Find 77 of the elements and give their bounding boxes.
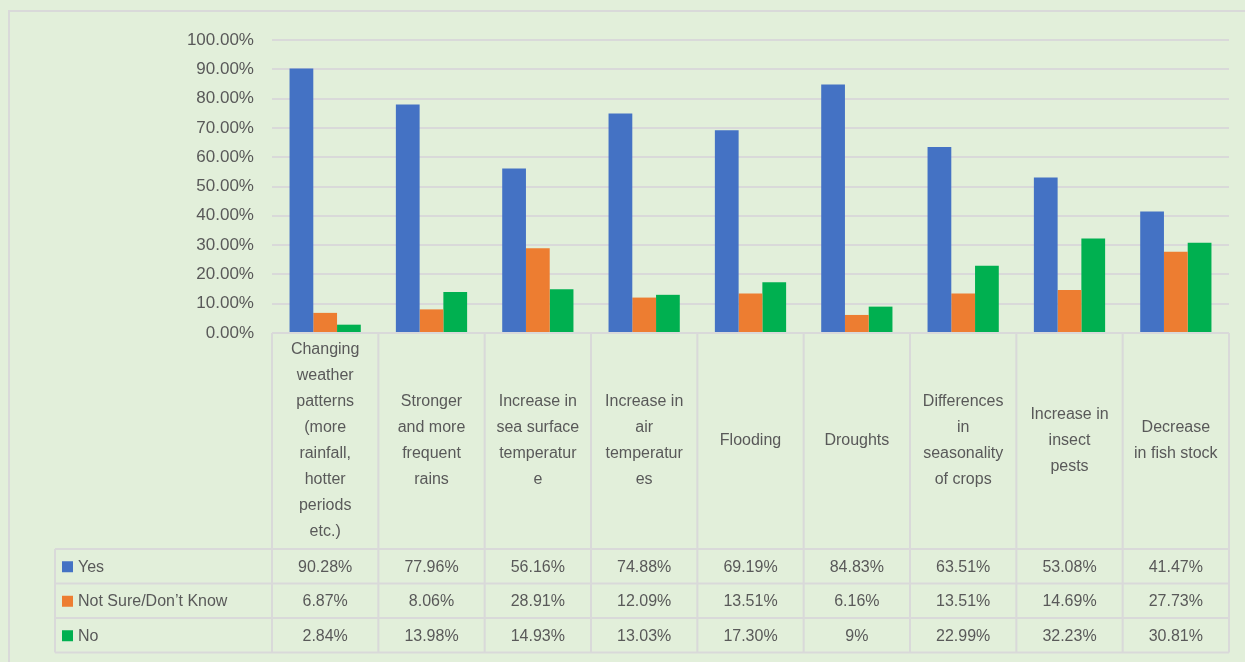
- x-tick-label: Droughts: [824, 431, 890, 449]
- bar: [1057, 289, 1082, 332]
- bar: [313, 312, 338, 332]
- y-tick-label: 70.00%: [196, 117, 254, 137]
- y-tick-label: 40.00%: [196, 205, 254, 225]
- y-tick-label: 10.00%: [196, 293, 254, 313]
- x-tick-label: Increase in air temperatures: [605, 392, 684, 488]
- bar: [951, 293, 976, 332]
- bar: [975, 265, 999, 332]
- data-label: 13.03%: [617, 626, 672, 644]
- data-label: 41.47%: [1148, 557, 1203, 575]
- data-label: 13.98%: [404, 626, 459, 644]
- bar: [656, 294, 680, 332]
- bar: [289, 68, 314, 332]
- bar: [738, 293, 763, 332]
- data-label: 32.23%: [1042, 626, 1097, 644]
- x-tick-label: Flooding: [719, 431, 782, 449]
- bar: [608, 113, 633, 332]
- bar: [762, 282, 787, 332]
- y-tick-label: 60.00%: [196, 146, 254, 166]
- data-label: 77.96%: [404, 557, 459, 575]
- x-tick-label: Increase in insect pests: [1030, 405, 1109, 475]
- data-label: 84.83%: [829, 557, 884, 575]
- data-label: 30.81%: [1148, 626, 1203, 644]
- bar: [395, 104, 420, 332]
- y-tick-label: 20.00%: [196, 264, 254, 284]
- data-label: 2.84%: [302, 626, 348, 644]
- data-label: 53.08%: [1042, 557, 1097, 575]
- bar: [525, 248, 550, 332]
- data-label: 74.88%: [617, 557, 672, 575]
- data-label: 28.91%: [510, 592, 565, 610]
- bar: [443, 292, 468, 332]
- data-label: 56.16%: [510, 557, 565, 575]
- bar: [419, 309, 444, 332]
- data-label: 8.06%: [408, 592, 455, 610]
- x-tick-label: Differences in seasonality of crops: [922, 392, 1004, 488]
- bar: [337, 324, 361, 332]
- bar: [1187, 242, 1212, 332]
- x-tick-label: Changing weather patterns (more rainfall, hotter periods etc.): [290, 340, 360, 540]
- bar: [549, 289, 574, 332]
- bar: [868, 306, 893, 332]
- y-tick-label: 100.00%: [186, 29, 254, 49]
- bar: [821, 84, 845, 332]
- data-label: 13.51%: [723, 592, 778, 610]
- y-tick-label: 50.00%: [196, 176, 254, 196]
- y-tick-label: 0.00%: [205, 322, 254, 342]
- data-label: 12.09%: [617, 592, 672, 610]
- data-label: 63.51%: [936, 557, 991, 575]
- data-label: 13.51%: [936, 592, 991, 610]
- data-label: 9%: [845, 626, 869, 644]
- data-label: 14.93%: [510, 626, 565, 644]
- data-label: 17.30%: [723, 626, 778, 644]
- data-label: 6.87%: [302, 592, 348, 610]
- bar: [844, 314, 869, 332]
- data-label: 6.16%: [834, 592, 880, 610]
- y-tick-label: 80.00%: [196, 88, 254, 108]
- y-tick-label: 90.00%: [196, 58, 254, 78]
- bar: [1033, 177, 1058, 332]
- x-tick-label: Decrease in fish stock: [1134, 418, 1219, 462]
- bar: [714, 130, 739, 332]
- data-label: 22.99%: [936, 626, 991, 644]
- x-tick-label: Stronger and more frequent rains: [397, 392, 466, 488]
- bar: [502, 168, 526, 332]
- data-label: 27.73%: [1148, 592, 1203, 610]
- data-label: 14.69%: [1042, 592, 1097, 610]
- legend-label: Yes: [78, 557, 105, 575]
- y-tick-label: 30.00%: [196, 234, 254, 254]
- bar: [1140, 211, 1164, 332]
- data-label: 90.28%: [298, 557, 353, 575]
- bar: [927, 146, 952, 332]
- bar: [1163, 251, 1188, 332]
- bar: [1081, 238, 1106, 332]
- legend-label: No: [78, 626, 99, 644]
- legend-label: Not Sure/Don’t Know: [78, 592, 228, 610]
- x-tick-label: Increase in sea surface temperature: [496, 392, 580, 488]
- data-label: 69.19%: [723, 557, 778, 575]
- bar: [632, 297, 657, 332]
